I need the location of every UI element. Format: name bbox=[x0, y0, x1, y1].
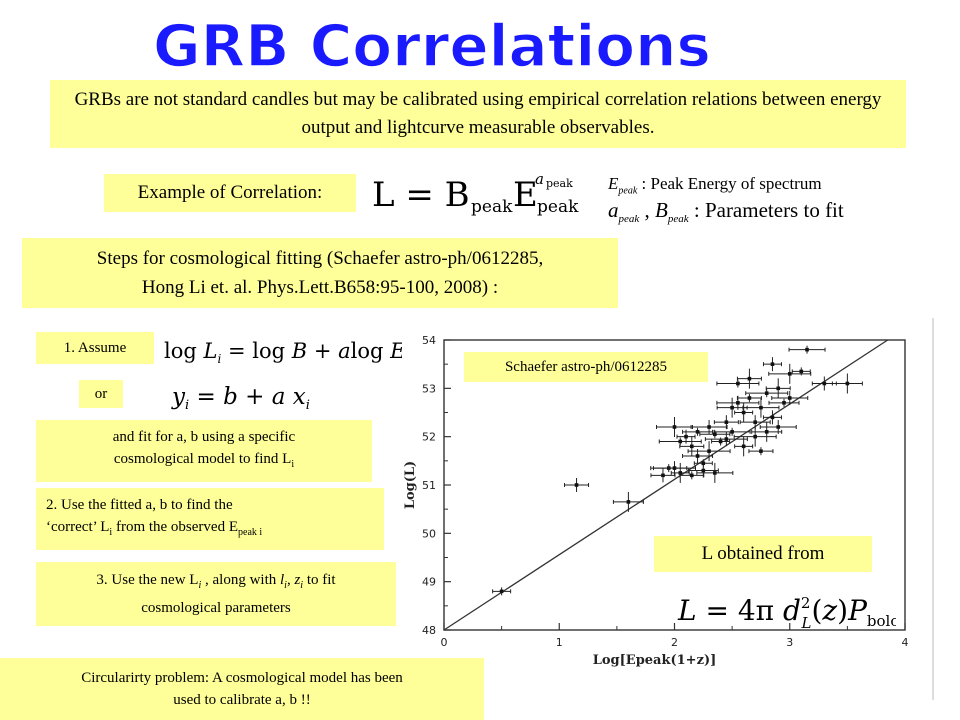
y-tick-label: 52 bbox=[422, 431, 436, 444]
data-point bbox=[787, 372, 792, 376]
step2-text: 2. Use the fitted a, b to find the ‘corre… bbox=[36, 488, 384, 550]
data-point bbox=[787, 396, 792, 400]
data-point bbox=[776, 425, 781, 429]
data-point bbox=[713, 432, 717, 437]
data-point bbox=[764, 430, 769, 434]
data-point bbox=[799, 369, 804, 374]
definition-params: apeak , Bpeak : Parameters to fit bbox=[608, 198, 844, 226]
data-point bbox=[724, 437, 729, 441]
data-point bbox=[736, 381, 740, 386]
data-point bbox=[713, 471, 717, 475]
intro-text: GRBs are not standard candles but may be… bbox=[50, 80, 906, 148]
data-point bbox=[707, 425, 711, 429]
data-point bbox=[770, 415, 775, 420]
data-point bbox=[661, 473, 665, 478]
fit-instruction: and fit for a, b using a specific cosmolo… bbox=[36, 420, 372, 482]
svg-text:peak: peak bbox=[537, 197, 579, 217]
data-point bbox=[764, 391, 769, 395]
page-title: GRB Correlations bbox=[152, 11, 711, 78]
x-tick-label: 4 bbox=[902, 636, 909, 649]
y-axis-label: Log(L) bbox=[403, 461, 418, 509]
data-point bbox=[753, 420, 757, 424]
data-point bbox=[678, 471, 683, 475]
data-point bbox=[747, 396, 752, 400]
y-tick-label: 54 bbox=[422, 334, 436, 347]
data-point bbox=[730, 405, 734, 410]
data-point bbox=[782, 401, 786, 405]
data-point bbox=[805, 347, 809, 352]
data-point bbox=[707, 449, 711, 453]
grb-scatter-plot: 0 1 2 3 4 48 49 50 51 52 53 54 Log[Epeak(1+z)] Log(L) bbox=[403, 318, 934, 700]
data-point bbox=[689, 444, 694, 449]
definition-epeak: Epeak : Peak Energy of spectrum bbox=[608, 174, 822, 197]
data-point bbox=[672, 466, 677, 470]
luminosity-equation: L = 4π d2 L(z)Pbolo bbox=[677, 594, 896, 632]
svg-text:peak: peak bbox=[471, 197, 513, 217]
x-tick-label: 3 bbox=[786, 636, 793, 649]
svg-text:L = B: L = B bbox=[372, 175, 470, 215]
or-label: or bbox=[79, 380, 123, 408]
correlation-equation: L = B peak E peak a peak bbox=[372, 170, 579, 217]
y-tick-label: 48 bbox=[422, 624, 436, 637]
y-tick-label: 53 bbox=[422, 382, 436, 395]
data-point bbox=[741, 444, 746, 449]
y-tick-label: 51 bbox=[422, 479, 436, 492]
svg-text:yi = b + a xi: yi = b + a xi bbox=[171, 384, 310, 413]
data-point bbox=[736, 401, 740, 405]
linear-equation: yi = b + a xi bbox=[171, 384, 310, 413]
data-point bbox=[678, 439, 683, 444]
log-equation: log Li = log B + alog Epeak bbox=[164, 339, 402, 366]
example-label: Example of Correlation: bbox=[104, 174, 356, 212]
data-point bbox=[730, 430, 734, 434]
step3-text: 3. Use the new Li , along with li, zi to… bbox=[36, 562, 396, 626]
svg-text:GRB Correlations: GRB Correlations bbox=[153, 12, 711, 78]
data-point bbox=[741, 410, 746, 415]
x-tick-label: 0 bbox=[441, 636, 448, 649]
data-point bbox=[499, 589, 504, 594]
data-point bbox=[822, 381, 827, 386]
x-tick-label: 1 bbox=[556, 636, 563, 649]
x-axis-label: Log[Epeak(1+z)] bbox=[593, 653, 717, 668]
l-obtained-label: L obtained from bbox=[654, 536, 872, 572]
data-point bbox=[695, 454, 700, 458]
data-point bbox=[770, 362, 775, 366]
data-point bbox=[574, 483, 579, 487]
schaefer-label: Schaefer astro-ph/0612285 bbox=[464, 352, 708, 382]
data-point bbox=[759, 449, 763, 453]
data-point bbox=[724, 420, 729, 424]
step1-label: 1. Assume bbox=[36, 332, 154, 364]
svg-text:E: E bbox=[513, 175, 538, 215]
data-point bbox=[684, 434, 688, 439]
data-point bbox=[776, 386, 781, 391]
x-tick-label: 2 bbox=[671, 636, 678, 649]
data-point bbox=[695, 430, 700, 434]
data-point bbox=[845, 381, 850, 386]
svg-text:a: a bbox=[535, 170, 544, 188]
svg-text:peak: peak bbox=[546, 177, 573, 190]
circularity-note: Circularirty problem: A cosmological mod… bbox=[0, 658, 484, 720]
fit-line bbox=[443, 339, 889, 631]
svg-text:L = 4π d2L(z)Pbolo: L = 4π d2 L(z)Pbolo bbox=[677, 594, 896, 632]
y-tick-label: 49 bbox=[422, 576, 436, 589]
steps-heading: Steps for cosmological fitting (Schaefer… bbox=[22, 238, 618, 308]
y-tick-label: 50 bbox=[422, 527, 436, 540]
data-point bbox=[759, 405, 763, 410]
data-point bbox=[753, 434, 757, 439]
data-point bbox=[626, 500, 631, 504]
data-point bbox=[747, 376, 752, 381]
svg-text:log Li = log B + alog Epeak: log Li = log B + alog Epeak bbox=[164, 339, 402, 366]
data-point bbox=[701, 461, 706, 466]
data-point bbox=[701, 468, 706, 473]
data-point bbox=[718, 439, 723, 444]
data-point bbox=[672, 425, 677, 429]
data-point bbox=[689, 473, 694, 478]
